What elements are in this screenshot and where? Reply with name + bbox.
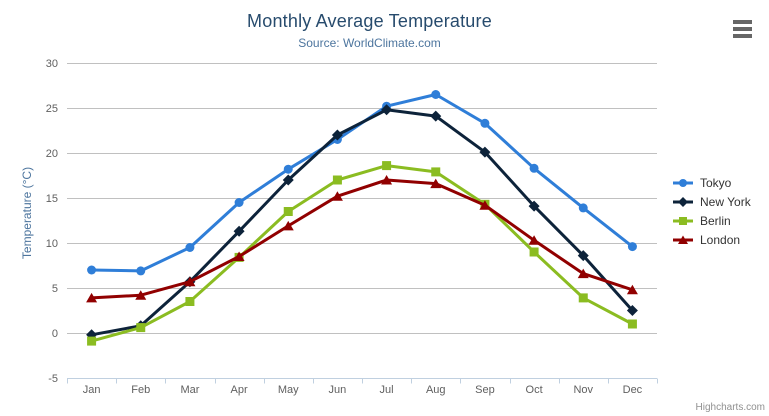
series-line-berlin [90,164,634,343]
point-tokyo-oct[interactable] [529,163,539,173]
point-berlin-jul[interactable] [382,161,392,171]
y-axis-tick-label: 25 [46,103,58,115]
point-tokyo-may[interactable] [283,164,293,174]
point-london-nov[interactable] [577,268,589,279]
point-tokyo-apr[interactable] [234,198,244,207]
point-london-feb[interactable] [135,290,147,300]
legend-item-new-york[interactable]: New York [672,194,751,209]
y-axis-tick-label: 5 [52,283,58,295]
x-axis-category-label: Jan [83,384,101,396]
point-london-jul[interactable] [381,175,393,185]
point-berlin-may[interactable] [283,207,293,216]
point-new-york-apr[interactable] [233,225,245,237]
x-axis-category-label: Mar [180,384,199,396]
point-berlin-jan[interactable] [87,336,97,346]
point-new-york-jul[interactable] [381,104,393,116]
point-tokyo-nov[interactable] [578,203,588,213]
x-axis-category-label: Sep [475,384,495,396]
export-menu-button[interactable] [733,20,754,38]
x-axis-category-label: Jun [329,384,347,396]
point-london-dec[interactable] [626,284,638,295]
point-new-york-nov[interactable] [577,250,589,262]
hamburger-icon-bar [733,27,752,31]
point-berlin-feb[interactable] [136,323,146,333]
legend-item-label: Tokyo [700,175,732,190]
point-berlin-oct[interactable] [529,247,539,257]
point-london-may[interactable] [282,220,294,231]
point-tokyo-feb[interactable] [136,266,146,276]
point-new-york-aug[interactable] [430,110,442,122]
y-axis-tick-label: 15 [46,193,58,205]
x-axis-category-label: Feb [131,384,150,396]
point-tokyo-mar[interactable] [185,243,195,252]
chart-title: Monthly Average Temperature [247,11,492,31]
point-berlin-mar[interactable] [185,297,195,306]
x-axis-category-label: Apr [231,384,248,396]
legend-marker-symbol [678,196,688,207]
x-axis-category-label: May [278,384,299,396]
legend-item-berlin[interactable]: Berlin [672,213,751,228]
legend-item-label: London [700,232,741,247]
point-berlin-jun[interactable] [332,175,342,185]
legend-marker-symbol [679,216,687,225]
legend-marker-square-icon [673,216,693,225]
x-axis-category-label: Jul [380,384,394,396]
point-london-jan[interactable] [86,292,98,303]
point-london-oct[interactable] [528,235,540,245]
hamburger-icon-bar [733,34,752,38]
y-axis-tick-label: -5 [48,373,58,385]
point-london-aug[interactable] [430,178,442,189]
point-berlin-nov[interactable] [578,293,588,303]
x-axis-category-label: Oct [526,384,543,396]
y-axis-tick-label: 0 [52,328,58,340]
point-new-york-sep[interactable] [479,146,491,158]
legend-marker-circle-icon [673,178,693,187]
x-axis-category-label: Dec [623,384,643,396]
point-berlin-dec[interactable] [627,319,637,329]
point-london-mar[interactable] [184,276,196,287]
chart-subtitle: Source: WorldClimate.com [298,36,441,50]
x-axis-category-label: Aug [426,384,446,396]
point-tokyo-aug[interactable] [431,90,441,99]
legend-item-london[interactable]: London [672,232,751,247]
point-new-york-dec[interactable] [626,305,638,316]
legend-marker-diamond-icon [673,196,693,207]
y-axis-tick-label: 20 [46,148,58,160]
point-new-york-oct[interactable] [528,200,540,212]
credits-link[interactable]: Highcharts.com [695,402,765,413]
y-axis-tick-label: 30 [46,58,58,70]
point-tokyo-jan[interactable] [87,265,97,275]
legend: Tokyo New York Berlin London [672,175,751,247]
legend-item-tokyo[interactable]: Tokyo [672,175,751,190]
legend-marker-symbol [678,235,688,244]
series-line-new-york [90,108,634,337]
legend-item-label: Berlin [700,213,731,228]
point-new-york-may[interactable] [282,174,294,186]
legend-item-label: New York [700,194,751,209]
point-tokyo-sep[interactable] [480,118,490,128]
point-new-york-jun[interactable] [331,129,343,141]
point-london-jun[interactable] [331,191,343,201]
point-tokyo-dec[interactable] [627,242,637,252]
point-london-sep[interactable] [479,200,491,210]
series-line-london [90,178,634,300]
legend-marker-triangle-icon [673,235,693,244]
hamburger-icon-bar [733,20,752,24]
point-berlin-aug[interactable] [431,167,441,177]
point-london-apr[interactable] [233,251,245,262]
y-axis-tick-label: 10 [46,238,58,250]
x-axis-category-label: Nov [573,384,593,396]
legend-marker-symbol [679,178,687,187]
